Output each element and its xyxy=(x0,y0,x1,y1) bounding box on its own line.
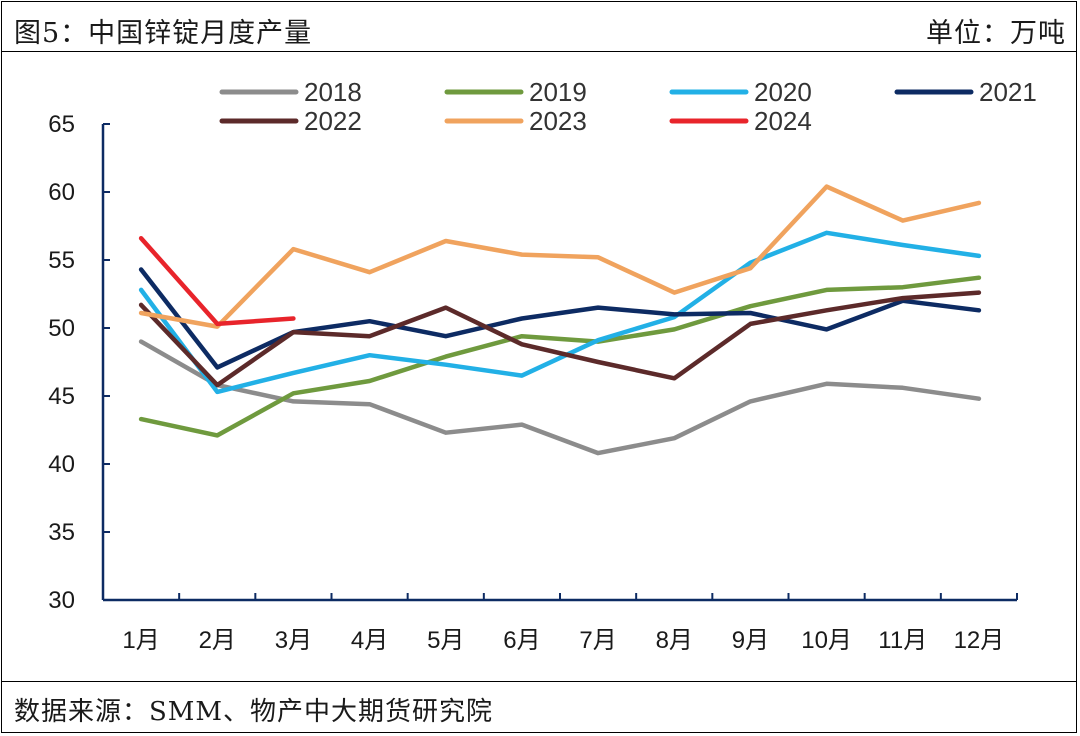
x-tick-label: 6月 xyxy=(503,627,540,654)
legend-label-2020: 2020 xyxy=(754,77,812,107)
x-tick-label: 3月 xyxy=(275,627,312,654)
legend-label-2024: 2024 xyxy=(754,106,812,136)
source-note: 数据来源：SMM、物产中大期货研究院 xyxy=(14,697,494,727)
y-tick-label: 65 xyxy=(48,111,75,138)
chart-title: 图5：中国锌锭月度产量 xyxy=(14,18,313,49)
y-tick-label: 55 xyxy=(48,247,75,274)
chart-legend: 2018 2019 2020 2021 2022 2023 2024 xyxy=(219,77,1037,136)
series-line-2023 xyxy=(138,184,982,329)
legend-label-2022: 2022 xyxy=(304,106,362,136)
legend-label-2018: 2018 xyxy=(304,77,362,107)
y-tick-label: 45 xyxy=(48,383,75,410)
unit-label: 单位：万吨 xyxy=(926,18,1066,49)
x-tick-label: 5月 xyxy=(427,627,464,654)
x-tick-label: 2月 xyxy=(199,627,236,654)
x-tick-label: 7月 xyxy=(579,627,616,654)
x-tick-label: 4月 xyxy=(351,627,388,654)
header-bar: 图5：中国锌锭月度产量 单位：万吨 xyxy=(2,2,1076,52)
legend-label-2021: 2021 xyxy=(979,77,1037,107)
series-line-2021 xyxy=(138,267,982,370)
series-line-2024 xyxy=(138,235,296,327)
footer-bar: 数据来源：SMM、物产中大期货研究院 xyxy=(2,681,1076,732)
x-tick-label: 8月 xyxy=(656,627,693,654)
legend-label-2019: 2019 xyxy=(529,77,587,107)
x-tick-label: 9月 xyxy=(732,627,769,654)
x-tick-label: 1月 xyxy=(122,627,159,654)
chart-axes: 30 35 40 45 50 55 60 65 1月 2月 3月 4月 5月 6月 7月 8月 9月 10月 11月… xyxy=(48,111,1018,654)
x-tick-label: 11月 xyxy=(878,627,927,654)
legend-label-2023: 2023 xyxy=(529,106,587,136)
y-tick-label: 60 xyxy=(48,179,75,206)
series-line-2022 xyxy=(138,290,982,388)
y-tick-label: 40 xyxy=(48,451,75,478)
y-tick-label: 30 xyxy=(48,587,75,614)
x-tick-label: 12月 xyxy=(954,627,1005,654)
y-tick-label: 50 xyxy=(48,315,75,342)
series-line-2019 xyxy=(138,275,982,438)
series-lines xyxy=(138,184,982,456)
y-tick-label: 35 xyxy=(48,519,75,546)
series-line-2020 xyxy=(138,230,982,395)
x-tick-label: 10月 xyxy=(801,627,852,654)
